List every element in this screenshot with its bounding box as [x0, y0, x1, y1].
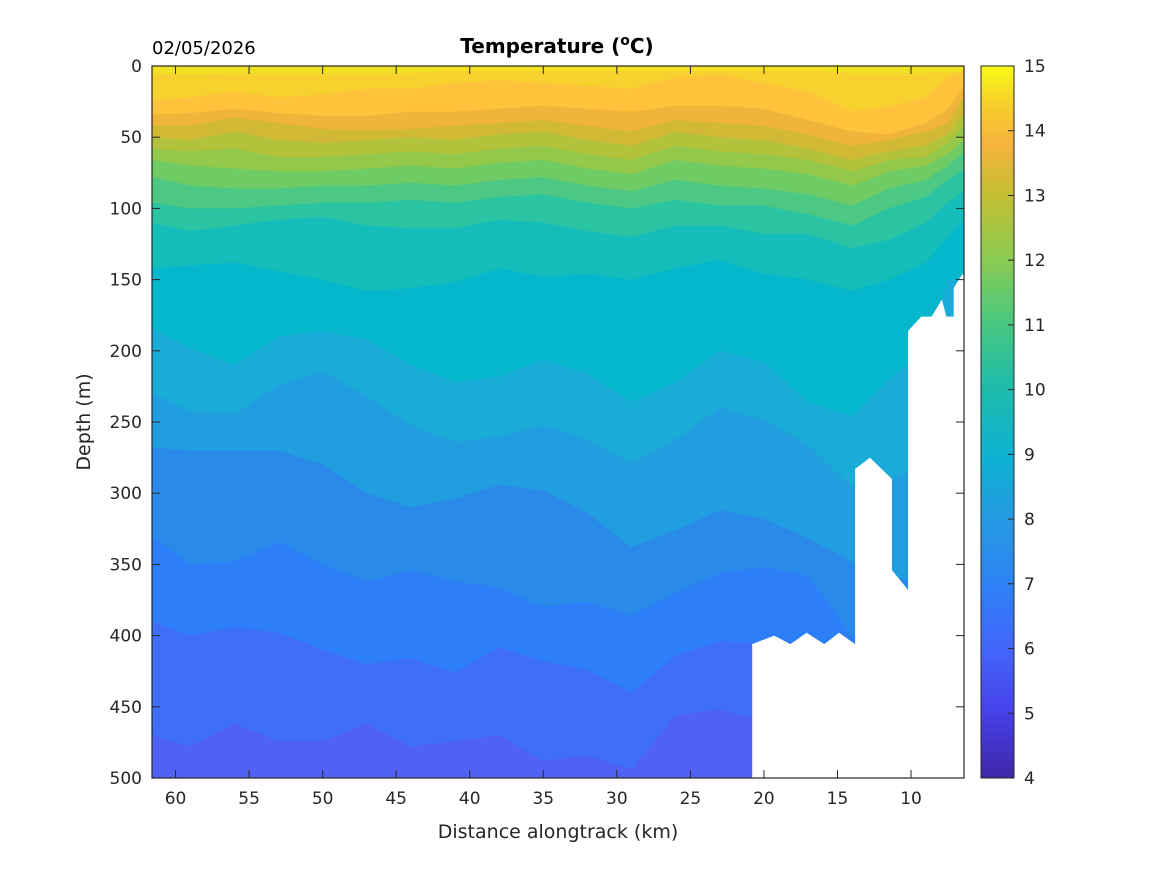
x-axis: 60 55 50 45 40 35 30 25 20 15 10 — [165, 66, 922, 809]
band-surface — [152, 66, 964, 71]
colorbar-tick-label: 15 — [1024, 57, 1046, 77]
x-tick-label: 40 — [459, 789, 481, 809]
x-axis-label: Distance alongtrack (km) — [438, 821, 679, 843]
colorbar-tick-label: 9 — [1024, 445, 1035, 465]
x-tick-label: 10 — [900, 789, 922, 809]
colorbar-tick-label: 13 — [1024, 186, 1046, 206]
y-tick-label: 50 — [120, 128, 142, 148]
colorbar-tick-label: 6 — [1024, 640, 1035, 660]
y-tick-label: 150 — [110, 271, 142, 291]
colorbar-tick-label: 10 — [1024, 381, 1046, 401]
colorbar-tick-label: 12 — [1024, 251, 1046, 271]
date-label: 02/05/2026 — [152, 38, 256, 59]
x-tick-label: 55 — [238, 789, 260, 809]
x-tick-label: 50 — [312, 789, 334, 809]
y-tick-label: 200 — [110, 342, 142, 362]
y-tick-label: 450 — [110, 698, 142, 718]
chart-title: Temperature (oC) — [460, 33, 653, 58]
colorbar-tick-label: 8 — [1024, 510, 1035, 530]
x-tick-label: 25 — [680, 789, 702, 809]
colorbar-tick-label: 7 — [1024, 575, 1035, 595]
y-tick-label: 350 — [110, 555, 142, 575]
x-tick-label: 45 — [385, 789, 407, 809]
x-tick-label: 35 — [532, 789, 554, 809]
band-14 — [152, 66, 964, 112]
colorbar-tick-label: 11 — [1024, 316, 1046, 336]
y-tick-label: 0 — [131, 57, 142, 77]
y-tick-label: 100 — [110, 199, 142, 219]
y-axis-label: Depth (m) — [73, 373, 95, 470]
y-tick-label: 250 — [110, 413, 142, 433]
no-data-mask — [752, 273, 964, 778]
x-tick-label: 20 — [753, 789, 775, 809]
colorbar-ticks: 4 5 6 7 8 9 10 11 12 13 14 15 — [1008, 57, 1046, 789]
colorbar-tick-label: 14 — [1024, 122, 1046, 142]
y-tick-label: 300 — [110, 484, 142, 504]
colorbar-tick-label: 5 — [1024, 704, 1035, 724]
colorbar-tick-label: 4 — [1024, 769, 1035, 789]
y-tick-label: 500 — [110, 769, 142, 789]
colorbar — [980, 65, 1015, 779]
x-tick-label: 60 — [165, 789, 187, 809]
contour-bands — [152, 66, 964, 778]
y-axis: 0 50 100 150 200 250 300 350 400 450 500 — [110, 57, 964, 789]
x-tick-label: 30 — [606, 789, 628, 809]
y-tick-label: 400 — [110, 627, 142, 647]
x-tick-label: 15 — [827, 789, 849, 809]
